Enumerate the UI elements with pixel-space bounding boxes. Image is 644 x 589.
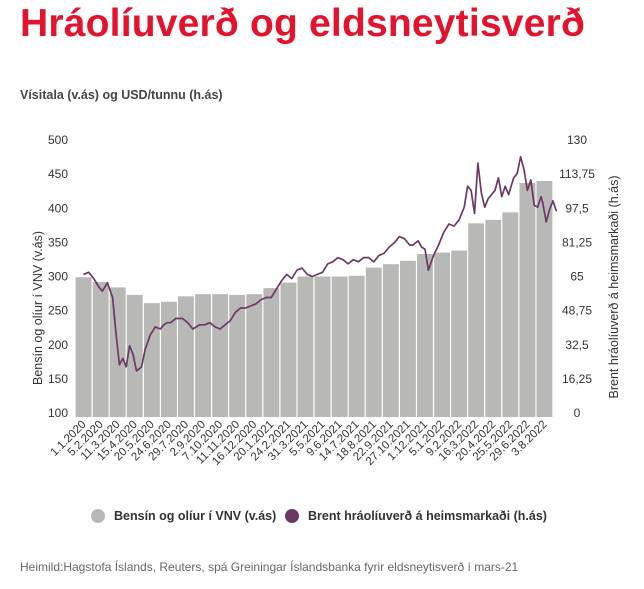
bar-14 (314, 276, 331, 417)
bar-5 (161, 301, 177, 417)
bar-0 (75, 277, 92, 417)
y-tick-right-4: 65 (570, 270, 584, 284)
y-tick-right-7: 16,25 (562, 372, 592, 386)
bar-23 (468, 223, 485, 417)
bar-21 (434, 252, 450, 417)
y-axis-label-right: Brent hráolíuverð á heimsmarkaði (h.ás) (607, 175, 621, 398)
y-tick-left-0: 500 (48, 133, 68, 147)
bar-12 (280, 282, 297, 417)
y-tick-left-7: 150 (48, 372, 68, 386)
bar-8 (212, 294, 229, 417)
y-tick-left-8: 100 (48, 406, 68, 420)
y-tick-right-1: 113,75 (559, 167, 595, 181)
chart-subtitle: Vísitala (v.ás) og USD/tunnu (h.ás) (20, 88, 223, 102)
y-tick-left-6: 200 (48, 338, 68, 352)
legend-swatch-line (285, 509, 299, 523)
bar-11 (263, 288, 280, 417)
y-tick-left-2: 400 (48, 201, 68, 215)
bar-10 (246, 294, 263, 417)
bar-1 (92, 282, 109, 417)
chart-title: Hráolíuverð og eldsneytisverð (20, 2, 585, 45)
y-tick-right-3: 81,25 (562, 235, 592, 249)
y-tick-right-8: 0 (574, 406, 581, 420)
bar-27 (536, 181, 553, 417)
bar-22 (451, 250, 468, 417)
bar-series-group (75, 181, 553, 417)
bar-16 (348, 275, 365, 417)
bar-15 (331, 276, 348, 417)
bar-4 (143, 303, 160, 417)
chart-svg: 500 450 400 350 300 250 200 150 100 130 113,75 97,… (31, 133, 621, 523)
y-tick-left-4: 300 (48, 270, 68, 284)
bar-3 (126, 294, 143, 417)
bar-19 (400, 260, 416, 417)
y-tick-left-3: 350 (48, 235, 68, 249)
legend-swatch-bars (91, 509, 105, 523)
y-tick-right-5: 48,75 (562, 304, 592, 318)
y-axis-right: 130 113,75 97,5 81,25 65 48,75 32,5 16,25 0 (559, 133, 595, 420)
bar-6 (178, 296, 194, 417)
legend-label-bars: Bensín og olíur í VNV (v.ás) (114, 509, 276, 523)
y-axis-left: 500 450 400 350 300 250 200 150 100 (48, 133, 68, 420)
y-tick-right-0: 130 (567, 133, 587, 147)
line-brent (83, 155, 558, 372)
bar-13 (297, 276, 314, 417)
bar-26 (519, 183, 536, 417)
bar-7 (195, 294, 211, 417)
y-tick-left-1: 450 (48, 167, 68, 181)
y-tick-right-2: 97,5 (565, 201, 589, 215)
y-axis-label-left: Bensín og olíur í VNV (v.ás) (31, 231, 45, 385)
bar-18 (382, 264, 399, 417)
x-axis: 1.1.20205.2.202011.3.202015.4.202020.5.2… (48, 419, 549, 468)
legend-label-line: Brent hráolíuverð á heimsmarkaði (h.ás) (308, 509, 547, 523)
bar-17 (365, 267, 382, 417)
legend: Bensín og olíur í VNV (v.ás) Brent hráol… (91, 509, 547, 523)
source-note: Heimild:Hagstofa Íslands, Reuters, spá G… (20, 560, 519, 574)
y-tick-left-5: 250 (48, 304, 68, 318)
bar-9 (229, 294, 246, 417)
y-tick-right-6: 32,5 (565, 338, 589, 352)
bar-24 (485, 219, 502, 417)
bar-20 (417, 254, 433, 417)
bar-25 (502, 212, 519, 417)
